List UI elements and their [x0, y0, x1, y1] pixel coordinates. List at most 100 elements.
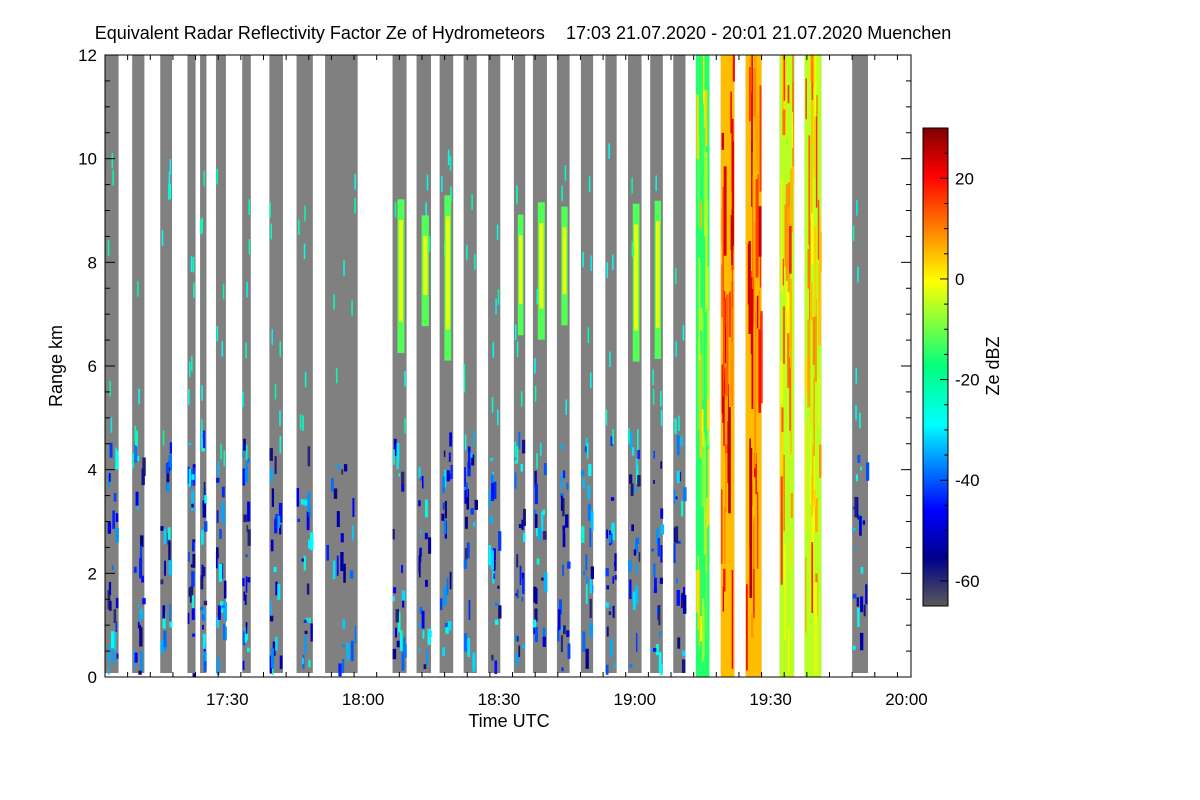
echo-speck [401, 471, 405, 492]
echo-speck [401, 590, 406, 601]
precip-streak [696, 94, 699, 159]
echo-speck [192, 256, 195, 273]
plot-area [105, 55, 870, 677]
precip-streak [782, 55, 784, 117]
echo-speck [279, 524, 282, 535]
precip-streak [705, 528, 709, 639]
echo-speck [331, 478, 334, 492]
echo-speck [518, 645, 521, 658]
echo-speck [632, 591, 636, 610]
no-echo-fill [513, 55, 526, 673]
no-echo-fill [463, 55, 477, 673]
echo-speck [441, 513, 445, 521]
x-tick-label: 19:00 [614, 690, 657, 709]
echo-speck [271, 488, 275, 508]
echo-speck [221, 605, 225, 608]
echo-speck [273, 566, 277, 572]
echo-speck [164, 560, 166, 576]
precip-streak [818, 377, 820, 427]
echo-speck [203, 600, 208, 606]
precip-streak [759, 252, 762, 288]
echo-speck [305, 617, 308, 623]
echo-speck [519, 565, 522, 586]
echo-speck [277, 583, 281, 600]
echo-speck [351, 525, 354, 541]
cloud-core [655, 221, 660, 328]
precip-streak [755, 463, 757, 495]
echo-speck [223, 450, 226, 467]
echo-speck [216, 168, 218, 185]
echo-speck [543, 531, 547, 540]
echo-speck [473, 430, 475, 447]
echo-speck [631, 177, 633, 194]
precip-streak [752, 175, 754, 289]
echo-speck [536, 288, 539, 305]
echo-speck [587, 327, 590, 343]
echo-speck [244, 594, 247, 606]
precip-streak [700, 201, 702, 228]
echo-speck [396, 640, 400, 648]
echo-speck [682, 594, 687, 614]
echo-speck [582, 631, 586, 652]
echo-speck [201, 217, 203, 234]
echo-speck [489, 515, 493, 524]
echo-speck [112, 170, 114, 186]
profile-block-25 [745, 55, 763, 677]
echo-speck [269, 615, 274, 622]
echo-speck [450, 464, 453, 479]
echo-speck [539, 442, 542, 456]
echo-speck [535, 525, 538, 537]
echo-speck [516, 341, 519, 357]
precip-streak [701, 409, 704, 433]
echo-speck [491, 474, 494, 491]
echo-speck [852, 593, 857, 599]
echo-speck [419, 548, 422, 563]
echo-speck [352, 497, 355, 517]
echo-speck [676, 435, 680, 456]
echo-speck [464, 633, 468, 652]
echo-speck [652, 369, 654, 386]
echo-speck [298, 219, 300, 236]
echo-speck [160, 640, 164, 654]
echo-speck [246, 525, 249, 532]
precip-streak [814, 498, 818, 533]
echo-speck [136, 430, 138, 447]
echo-speck [655, 528, 660, 545]
echo-speck [612, 254, 614, 270]
precip-streak [811, 99, 813, 213]
echo-speck [586, 443, 589, 459]
echo-speck [401, 565, 404, 574]
chart-title: Equivalent Radar Reflectivity Factor Ze … [95, 23, 545, 43]
echo-speck [609, 638, 613, 658]
echo-speck [138, 670, 142, 675]
echo-speck [542, 509, 546, 516]
echo-speck [561, 185, 563, 202]
echo-speck [110, 631, 115, 649]
echo-speck [441, 176, 443, 192]
echo-speck [418, 466, 421, 478]
precip-streak [751, 141, 753, 207]
echo-speck [169, 603, 171, 622]
profile-block-26 [779, 55, 795, 677]
precip-streak [753, 516, 756, 570]
echo-speck [247, 529, 251, 546]
echo-speck [142, 598, 146, 605]
echo-speck [160, 579, 164, 585]
profile-block-4 [200, 55, 208, 673]
echo-speck [188, 552, 190, 562]
echo-speck [628, 427, 630, 444]
echo-speck [418, 500, 421, 507]
precip-streak [722, 586, 725, 612]
echo-speck [494, 619, 499, 625]
echo-speck [611, 522, 615, 534]
echo-speck [142, 457, 146, 477]
echo-speck [420, 476, 423, 481]
echo-speck [244, 627, 248, 643]
echo-speck [113, 493, 117, 502]
echo-speck [169, 183, 172, 200]
echo-speck [424, 532, 428, 540]
profile-block-14 [488, 55, 502, 675]
echo-speck [343, 563, 346, 583]
echo-speck [337, 464, 341, 470]
